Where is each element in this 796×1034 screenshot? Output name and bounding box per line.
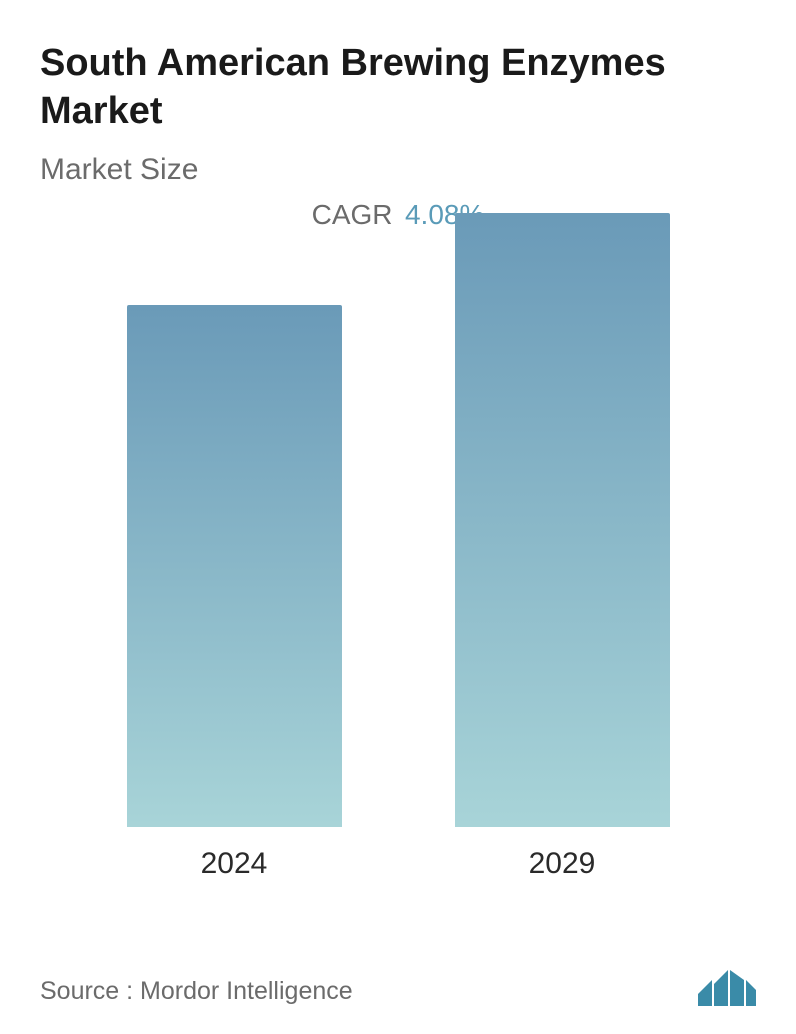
bar-0: [127, 305, 342, 827]
bar-label-1: 2029: [529, 847, 596, 881]
chart-subtitle: Market Size: [40, 153, 756, 187]
bar-group-0: 2024: [127, 305, 342, 881]
source-text: Source : Mordor Intelligence: [40, 977, 353, 1006]
bar-group-1: 2029: [455, 213, 670, 881]
cagr-label: CAGR: [312, 199, 393, 230]
brand-logo-icon: [698, 970, 756, 1006]
chart-footer: Source : Mordor Intelligence: [40, 970, 756, 1006]
bar-chart: 2024 2029: [40, 241, 756, 881]
bar-1: [455, 213, 670, 827]
bar-label-0: 2024: [201, 847, 268, 881]
chart-title: South American Brewing Enzymes Market: [40, 40, 756, 135]
